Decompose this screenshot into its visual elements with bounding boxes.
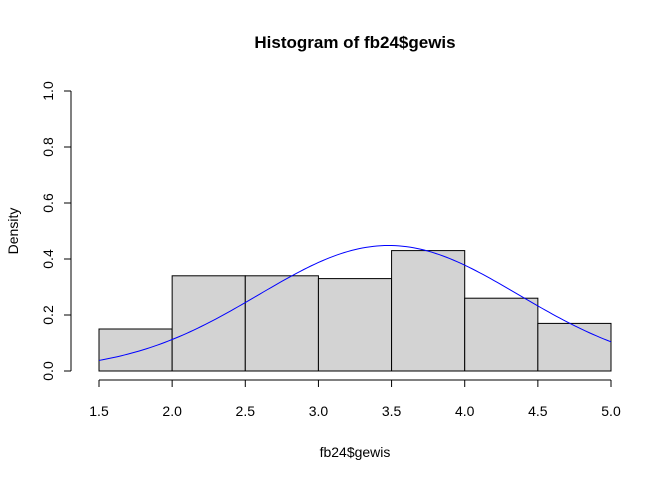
histogram-bar-6: [464, 297, 539, 372]
y-axis: 0.0 0.2 0.4 0.6 0.8 1.0: [40, 81, 72, 381]
histogram-bar-4: [317, 278, 393, 372]
histogram-bars: [98, 250, 612, 372]
y-axis-label: Density: [5, 208, 21, 255]
x-axis: 1.5 2.0 2.5 3.0 3.5 4.0 4.5 5.0: [89, 379, 621, 419]
y-tick-label-1: 0.0: [40, 361, 56, 381]
x-tick-label-6: 4.0: [455, 403, 475, 419]
density-curve: [98, 244, 612, 361]
histogram-bar-1: [98, 328, 173, 372]
x-tick-label-3: 2.5: [236, 403, 256, 419]
histogram-bar-2: [171, 275, 246, 372]
x-tick-label-7: 4.5: [528, 403, 548, 419]
y-tick-label-6: 1.0: [40, 81, 56, 101]
x-tick-label-2: 2.0: [162, 403, 182, 419]
x-tick-label-1: 1.5: [89, 403, 109, 419]
x-tick-label-5: 3.5: [382, 403, 402, 419]
x-tick-label-8: 5.0: [601, 403, 621, 419]
chart-title: Histogram of fb24$gewis: [254, 33, 455, 52]
histogram-bar-5: [391, 250, 466, 372]
histogram-bar-7: [537, 322, 612, 372]
y-tick-label-4: 0.6: [40, 193, 56, 213]
y-tick-label-3: 0.4: [40, 249, 56, 269]
y-tick-label-2: 0.2: [40, 305, 56, 325]
histogram-bar-3: [244, 275, 319, 372]
y-tick-label-5: 0.8: [40, 137, 56, 157]
x-axis-label: fb24$gewis: [320, 444, 391, 460]
x-tick-label-4: 3.0: [309, 403, 329, 419]
